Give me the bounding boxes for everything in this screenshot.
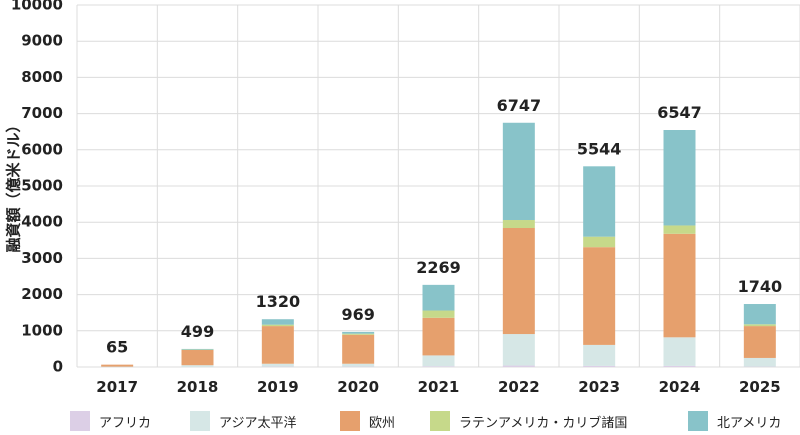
bar-segment (583, 344, 616, 366)
legend-label: ラテンアメリカ・カリブ諸国 (459, 415, 628, 431)
y-axis-label: 融資額（億米ドル） (5, 117, 23, 252)
bar-segment (181, 365, 214, 367)
y-axis-ticks: 0 1000 2000 3000 4000 5000 6000 7000 8000 9000 100… (11, 0, 63, 376)
total-label: 1320 (256, 292, 301, 311)
y-tick-label: 9000 (21, 32, 63, 50)
total-label: 6747 (497, 96, 542, 115)
y-tick-label: 0 (53, 358, 63, 376)
bar-segment (342, 334, 375, 364)
y-tick-label: 2000 (21, 285, 63, 303)
x-tick-label: 2019 (257, 378, 299, 396)
legend-item: アフリカ (70, 408, 151, 434)
bars (101, 122, 776, 367)
y-tick-label: 7000 (21, 104, 63, 122)
y-tick-label: 6000 (21, 140, 63, 158)
legend-item: 北アメリカ (688, 408, 781, 434)
total-label: 1740 (738, 277, 783, 296)
x-tick-label: 2020 (337, 378, 379, 396)
bar-segment (422, 310, 455, 318)
total-label: 969 (341, 305, 374, 324)
bar-segment (261, 319, 294, 325)
bar-segment (261, 324, 294, 327)
bar-segment (663, 129, 696, 226)
x-tick-label: 2023 (578, 378, 620, 396)
gridlines (76, 4, 800, 368)
total-label: 5544 (577, 139, 622, 158)
bar-segment (743, 324, 776, 327)
legend-swatch (190, 411, 210, 431)
legend-label: 欧州 (369, 415, 396, 431)
bar-segment (583, 236, 616, 248)
y-tick-label: 4000 (21, 213, 63, 231)
legend: アフリカ アジア太平洋 欧州 ラテンアメリカ・カリブ諸国 北アメリカ (0, 408, 800, 434)
y-tick-label: 3000 (21, 249, 63, 267)
legend-swatch (340, 411, 360, 431)
bar-segment (583, 365, 616, 367)
bar-segment (502, 334, 535, 366)
total-label: 2269 (416, 258, 461, 277)
y-tick-label: 8000 (21, 68, 63, 86)
total-label: 65 (106, 338, 128, 357)
total-labels: 65 499 1320 969 2269 6747 5544 6547 1740 (106, 96, 782, 357)
bar-segment (663, 337, 696, 366)
bar-segment (743, 304, 776, 325)
legend-item: 欧州 (340, 408, 395, 434)
bar-segment (261, 326, 294, 364)
x-tick-label: 2025 (739, 378, 781, 396)
legend-swatch (688, 411, 708, 431)
x-tick-label: 2024 (659, 378, 701, 396)
bar-segment (663, 225, 696, 234)
bar-segment (502, 227, 535, 335)
bar-segment (342, 363, 375, 367)
legend-label: 北アメリカ (717, 415, 782, 431)
bar-segment (422, 366, 455, 367)
bar-segment (342, 333, 375, 335)
legend-swatch (430, 411, 450, 431)
x-tick-label: 2022 (498, 378, 540, 396)
total-label: 499 (181, 322, 214, 341)
y-tick-label: 5000 (21, 177, 63, 195)
bar-segment (342, 331, 375, 334)
bar-segment (181, 349, 214, 366)
x-tick-label: 2018 (177, 378, 219, 396)
bar-segment (422, 284, 455, 311)
bar-segment (502, 122, 535, 221)
x-tick-label: 2021 (418, 378, 460, 396)
bar-segment (743, 326, 776, 358)
legend-item: ラテンアメリカ・カリブ諸国 (430, 408, 627, 434)
x-tick-label: 2017 (96, 378, 138, 396)
x-axis-ticks: 2017 2018 2019 2020 2021 2022 2023 2024 2025 (96, 378, 780, 396)
bar-segment (101, 364, 134, 367)
legend-label: アジア太平洋 (219, 415, 297, 431)
bar-segment (663, 233, 696, 338)
legend-swatch (70, 411, 90, 431)
bar-segment (502, 220, 535, 228)
total-label: 6547 (657, 103, 702, 122)
bar-segment (422, 317, 455, 356)
bar-segment (583, 166, 616, 237)
bar-segment (422, 355, 455, 367)
legend-item: アジア太平洋 (190, 408, 296, 434)
y-tick-label: 1000 (21, 321, 63, 339)
bar-segment (261, 363, 294, 367)
y-tick-label: 10000 (11, 0, 63, 14)
bar-segment (502, 365, 535, 367)
bar-segment (743, 357, 776, 367)
stacked-bar-chart: 0 1000 2000 3000 4000 5000 6000 7000 8000 9000 100… (5, 0, 800, 396)
legend-label: アフリカ (99, 415, 152, 431)
bar-segment (663, 365, 696, 367)
bar-segment (181, 348, 214, 350)
bar-segment (583, 247, 616, 345)
